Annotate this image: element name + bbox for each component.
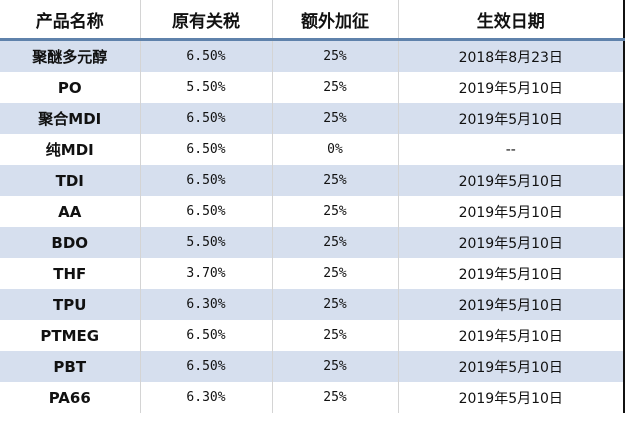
column-header: 生效日期 xyxy=(397,0,624,41)
product-name-cell: PA66 xyxy=(48,388,91,407)
table-row: AA 6.50% 25% 2019年5月10日 xyxy=(0,196,624,227)
original-tariff-cell: 6.50% xyxy=(139,39,272,72)
table-row: PA66 6.30% 25% 2019年5月10日 xyxy=(0,382,624,413)
table-row: THF 3.70% 25% 2019年5月10日 xyxy=(0,258,624,289)
product-name-cell: 纯MDI xyxy=(45,141,94,159)
table-row: PBT 6.50% 25% 2019年5月10日 xyxy=(0,351,624,382)
table-row: PTMEG 6.50% 25% 2019年5月10日 xyxy=(0,320,624,351)
effective-date-cell: 2019年5月10日 xyxy=(397,289,624,320)
additional-tariff-cell: 25% xyxy=(271,320,398,351)
additional-tariff-cell: 25% xyxy=(271,382,398,413)
effective-date-cell: 2019年5月10日 xyxy=(397,103,624,134)
effective-date-cell: 2019年5月10日 xyxy=(397,258,624,289)
original-tariff-cell: 5.50% xyxy=(139,227,272,258)
additional-tariff-cell: 25% xyxy=(271,72,398,103)
table-row: 聚醚多元醇 6.50% 25% 2018年8月23日 xyxy=(0,39,624,72)
effective-date-cell: 2018年8月23日 xyxy=(397,39,624,72)
table-row: TPU 6.30% 25% 2019年5月10日 xyxy=(0,289,624,320)
effective-date-cell: -- xyxy=(397,134,624,165)
additional-tariff-cell: 0% xyxy=(271,134,398,165)
effective-date-cell: 2019年5月10日 xyxy=(397,227,624,258)
table-row: 纯MDI 6.50% 0% -- xyxy=(0,134,624,165)
table-row: TDI 6.50% 25% 2019年5月10日 xyxy=(0,165,624,196)
tariff-table: 产品名称 原有关税 额外加征 生效日期 聚醚多元醇 6.50% 25% 2018年8月23日… xyxy=(0,0,625,413)
table-row: BDO 5.50% 25% 2019年5月10日 xyxy=(0,227,624,258)
original-tariff-cell: 6.30% xyxy=(139,382,272,413)
original-tariff-cell: 6.50% xyxy=(139,351,272,382)
original-tariff-cell: 6.50% xyxy=(139,196,272,227)
additional-tariff-cell: 25% xyxy=(271,258,398,289)
additional-tariff-cell: 25% xyxy=(271,39,398,72)
original-tariff-cell: 6.50% xyxy=(139,320,272,351)
effective-date-cell: 2019年5月10日 xyxy=(397,196,624,227)
product-name-cell: 聚合MDI xyxy=(0,103,140,134)
product-name-cell: AA xyxy=(58,202,82,221)
product-name-cell: TDI xyxy=(0,165,140,196)
original-tariff-cell: 5.50% xyxy=(139,72,272,103)
product-name-cell: PO xyxy=(57,78,82,97)
column-header: 产品名称 xyxy=(0,0,140,41)
additional-tariff-cell: 25% xyxy=(271,165,398,196)
product-name-cell: TPU xyxy=(0,289,140,320)
original-tariff-cell: 6.50% xyxy=(139,103,272,134)
product-name-cell: PBT xyxy=(0,351,140,382)
product-name-cell: 聚醚多元醇 xyxy=(0,39,140,72)
original-tariff-cell: 6.50% xyxy=(139,134,272,165)
effective-date-cell: 2019年5月10日 xyxy=(397,72,624,103)
table-row: PO 5.50% 25% 2019年5月10日 xyxy=(0,72,624,103)
product-name-cell: BDO xyxy=(0,227,140,258)
column-header: 原有关税 xyxy=(139,0,272,41)
additional-tariff-cell: 25% xyxy=(271,289,398,320)
additional-tariff-cell: 25% xyxy=(271,227,398,258)
table-row: 聚合MDI 6.50% 25% 2019年5月10日 xyxy=(0,103,624,134)
effective-date-cell: 2019年5月10日 xyxy=(397,351,624,382)
original-tariff-cell: 6.30% xyxy=(139,289,272,320)
additional-tariff-cell: 25% xyxy=(271,103,398,134)
additional-tariff-cell: 25% xyxy=(271,196,398,227)
effective-date-cell: 2019年5月10日 xyxy=(397,320,624,351)
additional-tariff-cell: 25% xyxy=(271,351,398,382)
effective-date-cell: 2019年5月10日 xyxy=(397,165,624,196)
column-header: 额外加征 xyxy=(271,0,398,41)
header-row: 产品名称 原有关税 额外加征 生效日期 xyxy=(0,0,624,41)
original-tariff-cell: 6.50% xyxy=(139,165,272,196)
original-tariff-cell: 3.70% xyxy=(139,258,272,289)
effective-date-cell: 2019年5月10日 xyxy=(397,382,624,413)
product-name-cell: THF xyxy=(53,264,87,283)
product-name-cell: PTMEG xyxy=(40,326,100,345)
